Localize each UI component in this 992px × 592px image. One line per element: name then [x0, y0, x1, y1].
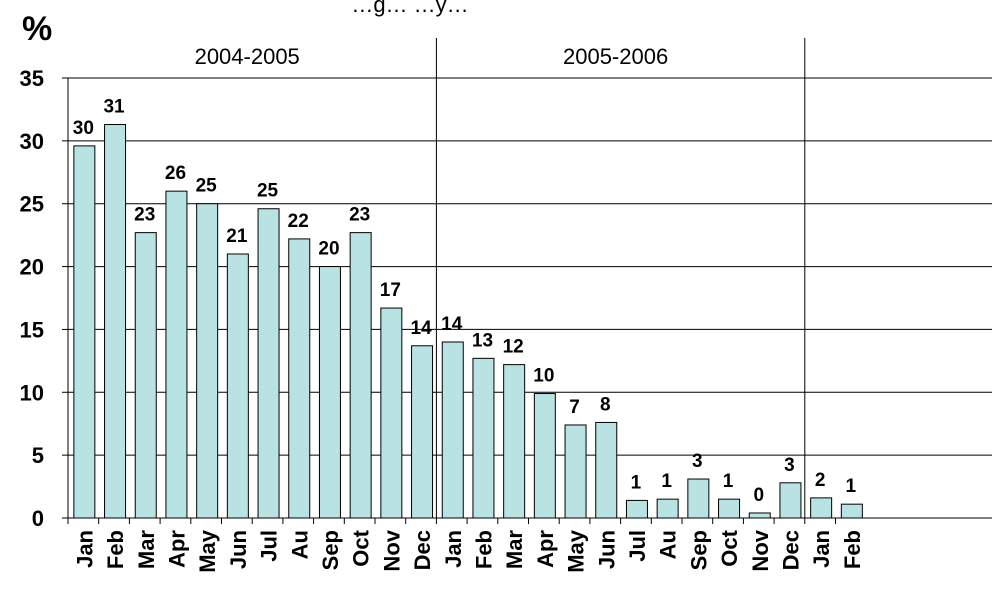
data-label: 1 [631, 472, 642, 493]
bar [226, 253, 249, 519]
data-label: 14 [410, 318, 432, 339]
bar [380, 307, 403, 519]
y-tick-label: 10 [20, 380, 44, 405]
x-category-label: Jun [594, 530, 619, 569]
x-category-label: Oct [717, 529, 742, 566]
bar [472, 357, 495, 519]
x-category-label: Jan [441, 530, 466, 568]
bar [134, 232, 157, 519]
data-label: 26 [165, 163, 186, 184]
x-category-label: Feb [103, 530, 128, 569]
x-category-label: Oct [349, 529, 374, 566]
bar [318, 266, 341, 519]
bar [441, 341, 464, 519]
data-label: 14 [441, 314, 463, 335]
data-label: 1 [723, 471, 734, 492]
bar [503, 364, 526, 519]
year-group-labels: 2004-2005 2005-2006 [195, 44, 669, 69]
bar [533, 393, 556, 519]
data-label: 10 [533, 366, 554, 387]
bar [810, 497, 833, 519]
x-category-label: Jun [226, 530, 251, 569]
bar [196, 203, 219, 519]
group-label: 2004-2005 [195, 44, 300, 69]
bar [840, 503, 863, 519]
axes [62, 77, 992, 524]
data-label: 23 [134, 205, 155, 226]
bar [73, 145, 96, 519]
bar [656, 498, 679, 519]
bar [748, 512, 771, 519]
data-label: 0 [753, 485, 764, 506]
y-tick-label: 35 [20, 66, 44, 91]
bar [564, 424, 587, 519]
gridlines [68, 38, 992, 518]
x-category-label: Feb [471, 530, 496, 569]
x-category-label: Apr [164, 530, 189, 568]
data-label: 2 [815, 470, 826, 491]
bar [288, 238, 311, 519]
x-category-label: Jan [809, 530, 834, 568]
data-label: 3 [692, 451, 703, 472]
x-category-label: Dec [410, 530, 435, 570]
data-label: 25 [196, 176, 218, 197]
bar [411, 345, 434, 519]
x-category-label: Mar [134, 530, 159, 570]
x-category-label: Feb [840, 530, 865, 569]
data-label: 17 [380, 280, 401, 301]
bar [687, 478, 710, 519]
bar [779, 482, 802, 519]
bar [349, 232, 372, 519]
x-category-label: Jul [257, 530, 282, 562]
data-label: 13 [472, 330, 493, 351]
x-category-label: May [195, 529, 220, 573]
x-category-label: May [564, 529, 589, 573]
x-category-label: Nov [748, 529, 773, 571]
data-label: 7 [569, 397, 580, 418]
x-category-label: Au [287, 530, 312, 559]
bar [165, 190, 188, 519]
group-label: 2005-2006 [563, 44, 668, 69]
x-category-label: Sep [318, 530, 343, 570]
data-label: 23 [349, 205, 370, 226]
data-label: 25 [257, 181, 279, 202]
bar [625, 499, 648, 519]
data-label: 1 [846, 476, 857, 497]
y-tick-label: 20 [20, 255, 44, 280]
x-category-label: Mar [502, 530, 527, 570]
x-category-labels: Jan Feb Mar Apr May Jun Jul Au Sep Oct Nov Dec Jan Fe… [72, 529, 865, 573]
x-category-label: Apr [533, 530, 558, 568]
y-tick-label: 25 [20, 192, 44, 217]
bar [718, 498, 741, 519]
y-tick-labels: 0 5 10 15 20 25 30 35 [20, 66, 44, 531]
bars [73, 124, 863, 519]
data-label: 1 [661, 471, 672, 492]
x-category-label: Sep [686, 530, 711, 570]
chart-title: …g… …y… [351, 0, 468, 17]
data-label: 21 [226, 226, 248, 247]
data-label: 12 [503, 337, 524, 358]
data-label: 22 [288, 211, 309, 232]
x-category-label: Nov [379, 529, 404, 571]
bar [595, 421, 618, 519]
y-tick-label: 0 [32, 506, 44, 531]
y-tick-label: 15 [20, 317, 44, 342]
data-label: 3 [784, 455, 795, 476]
data-label: 8 [600, 394, 611, 415]
x-category-label: Dec [778, 530, 803, 570]
x-category-label: Jul [625, 530, 650, 562]
y-tick-label: 5 [32, 443, 44, 468]
y-tick-label: 30 [20, 129, 44, 154]
data-label: 20 [318, 239, 339, 260]
y-axis-unit-label: % [22, 10, 52, 48]
data-label: 31 [103, 97, 125, 118]
bar [257, 208, 280, 519]
x-category-label: Au [656, 530, 681, 559]
data-label: 30 [73, 118, 94, 139]
bar [104, 124, 127, 519]
x-category-label: Jan [72, 530, 97, 568]
